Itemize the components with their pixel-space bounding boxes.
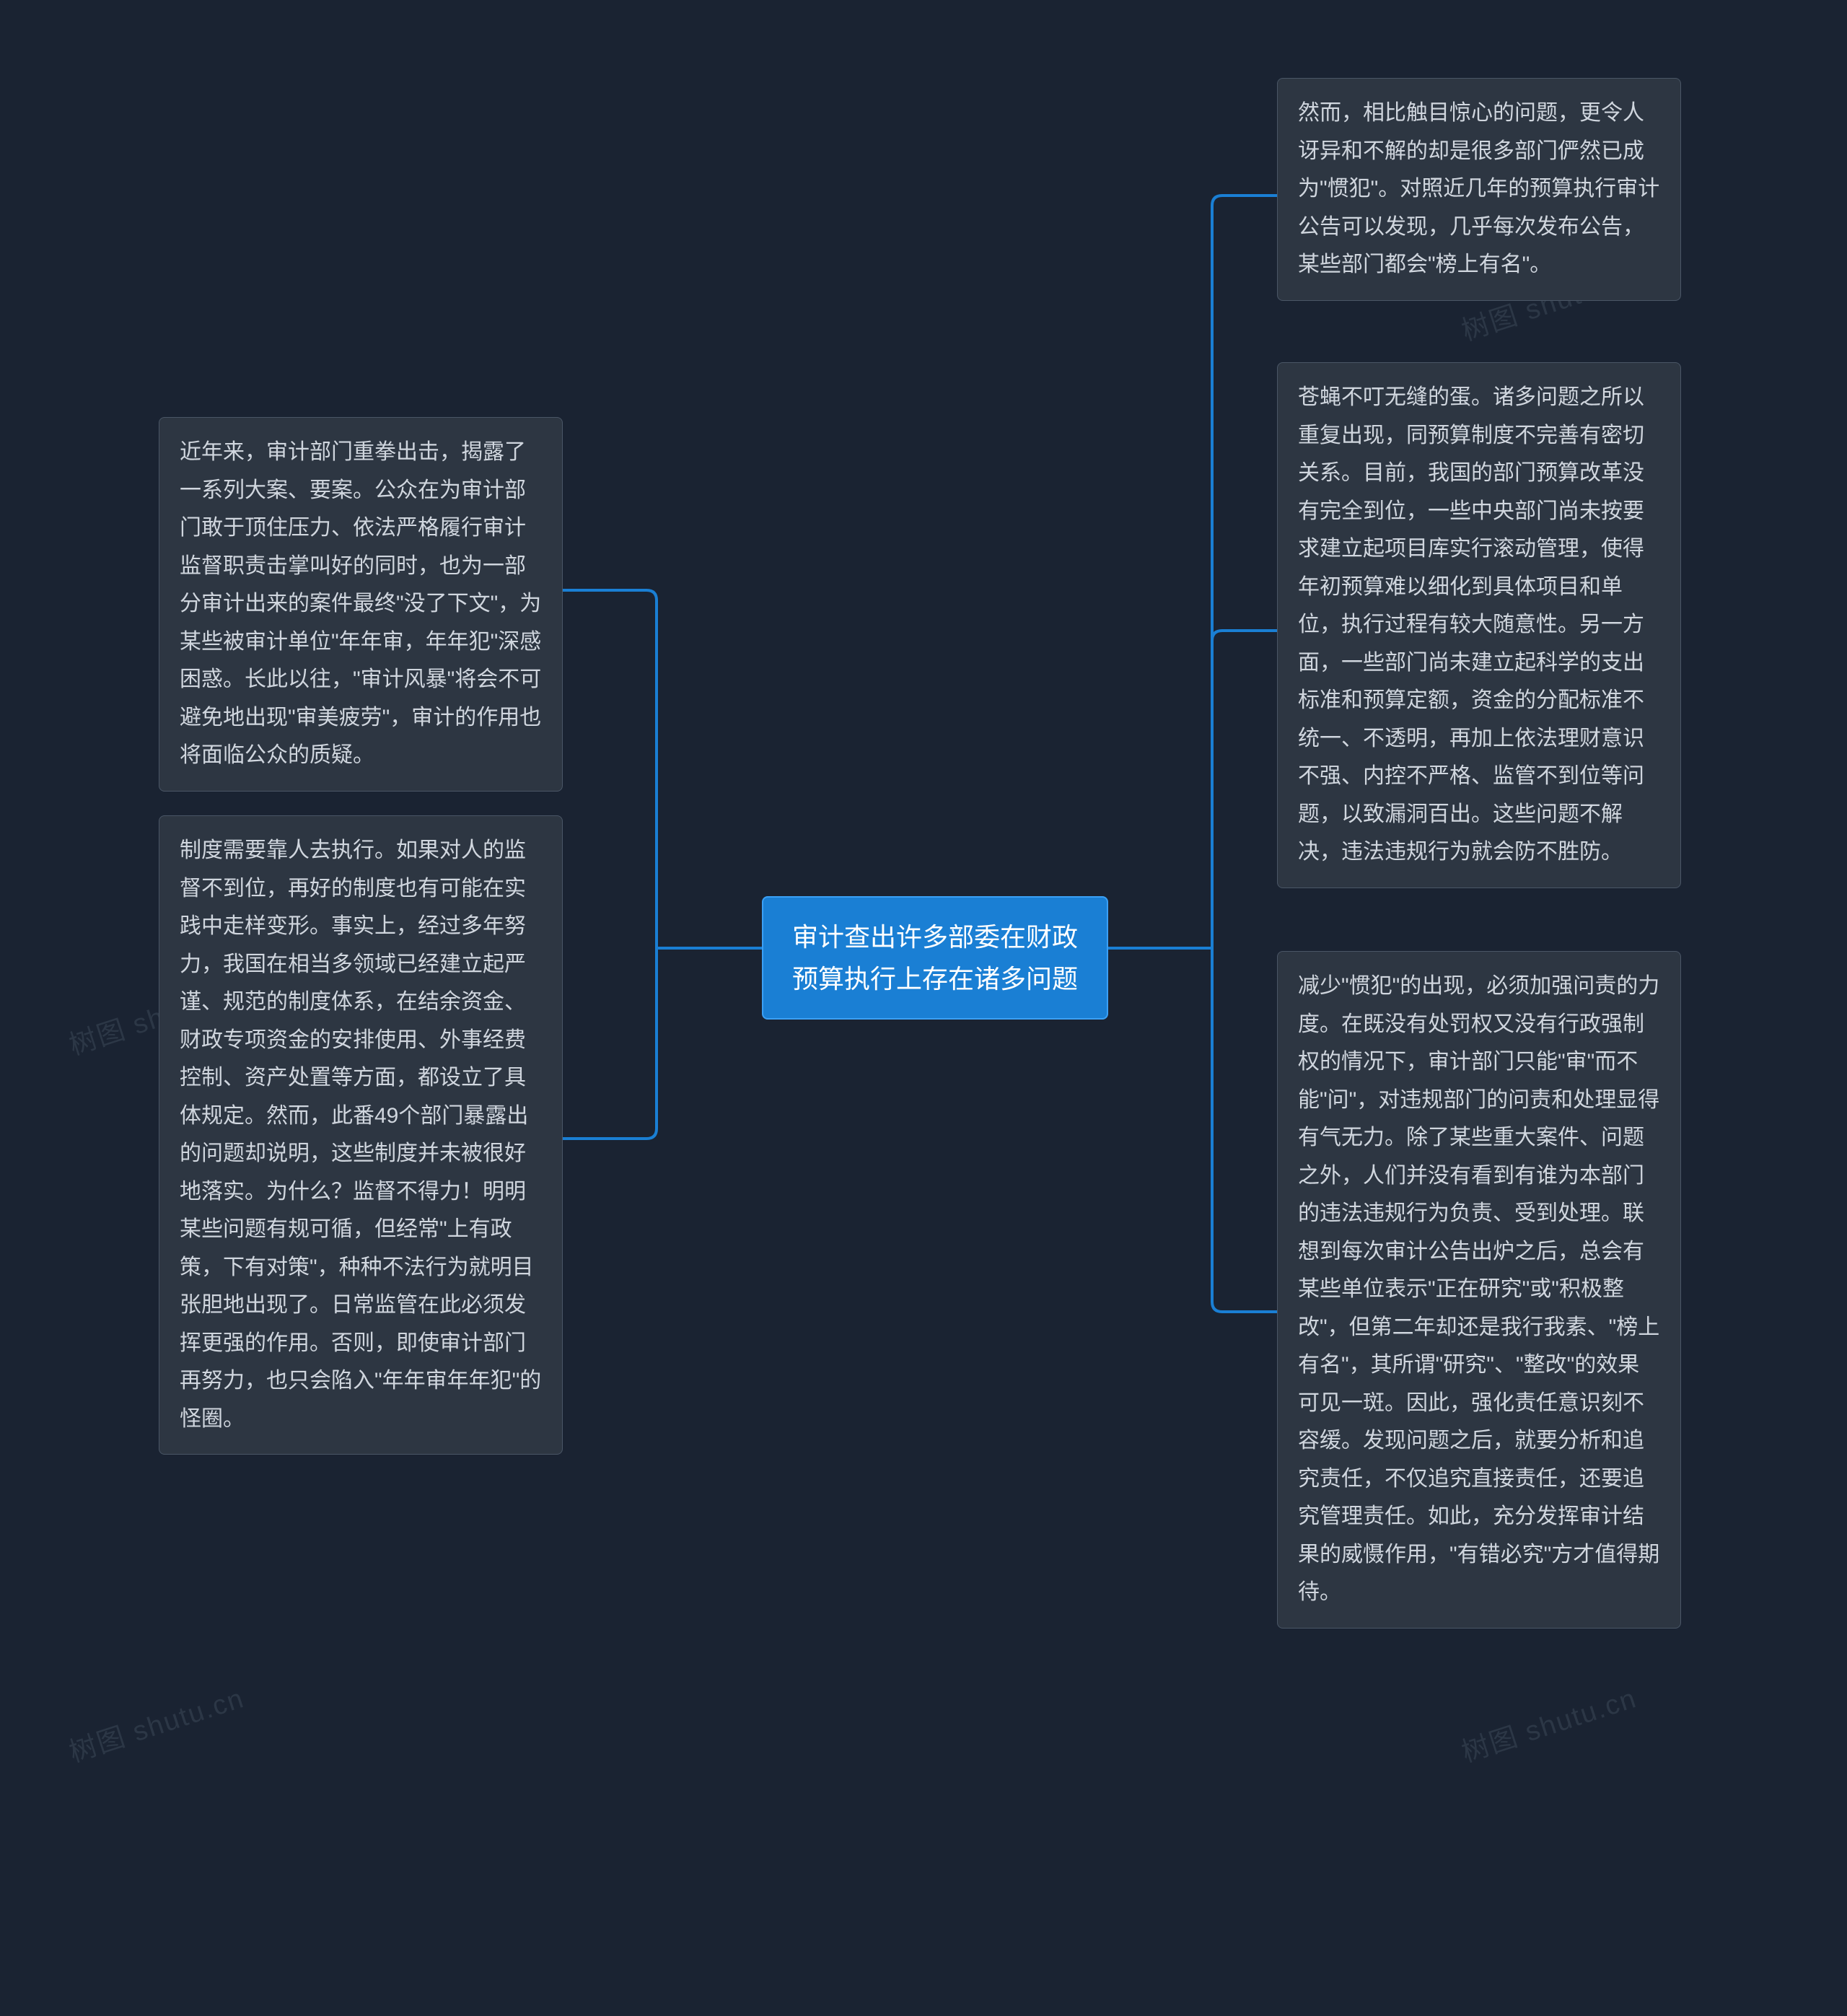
branch-text: 近年来，审计部门重拳出击，揭露了一系列大案、要案。公众在为审计部门敢于顶住压力、… — [180, 440, 541, 767]
center-topic-text: 审计查出许多部委在财政预算执行上存在诸多问题 — [792, 922, 1078, 994]
watermark: 树图 shutu.cn — [63, 1675, 249, 1769]
center-topic[interactable]: 审计查出许多部委在财政预算执行上存在诸多问题 — [762, 896, 1108, 1020]
mindmap-canvas: 树图 shutu.cn 树图 shutu.cn 树图 shutu.cn 树图 s… — [0, 0, 1847, 2016]
branch-node-right-3[interactable]: 减少"惯犯"的出现，必须加强问责的力度。在既没有处罚权又没有行政强制权的情况下，… — [1277, 951, 1681, 1629]
branch-text: 减少"惯犯"的出现，必须加强问责的力度。在既没有处罚权又没有行政强制权的情况下，… — [1298, 974, 1659, 1604]
branch-node-right-2[interactable]: 苍蝇不叮无缝的蛋。诸多问题之所以重复出现，同预算制度不完善有密切关系。目前，我国… — [1277, 362, 1681, 888]
branch-node-left-2[interactable]: 制度需要靠人去执行。如果对人的监督不到位，再好的制度也有可能在实践中走样变形。事… — [159, 815, 563, 1455]
watermark: 树图 shutu.cn — [1456, 1675, 1641, 1769]
branch-text: 苍蝇不叮无缝的蛋。诸多问题之所以重复出现，同预算制度不完善有密切关系。目前，我国… — [1298, 385, 1644, 864]
branch-node-right-1[interactable]: 然而，相比触目惊心的问题，更令人讶异和不解的却是很多部门俨然已成为"惯犯"。对照… — [1277, 78, 1681, 301]
branch-text: 然而，相比触目惊心的问题，更令人讶异和不解的却是很多部门俨然已成为"惯犯"。对照… — [1298, 101, 1659, 276]
branch-node-left-1[interactable]: 近年来，审计部门重拳出击，揭露了一系列大案、要案。公众在为审计部门敢于顶住压力、… — [159, 417, 563, 792]
branch-text: 制度需要靠人去执行。如果对人的监督不到位，再好的制度也有可能在实践中走样变形。事… — [180, 838, 541, 1431]
